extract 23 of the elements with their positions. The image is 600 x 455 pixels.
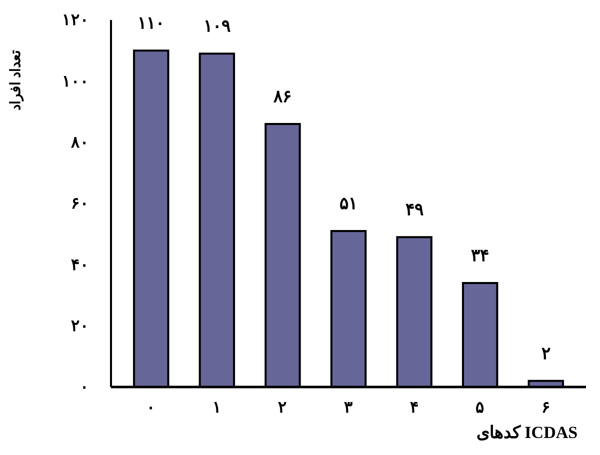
x-tick-label: ۳ <box>344 399 353 416</box>
y-tick-label: ۲۰ <box>71 318 89 335</box>
x-tick-label: ۰ <box>146 399 156 416</box>
y-tick-label: ۱۲۰ <box>62 12 89 30</box>
data-label: ۲ <box>541 344 550 363</box>
data-label: ۳۴ <box>471 246 490 266</box>
x-tick-label: ۴ <box>410 399 419 416</box>
data-label: ۵۱ <box>340 194 358 214</box>
data-label: ۸۶ <box>272 86 292 106</box>
y-tick-label: ۸۰ <box>70 134 89 152</box>
x-tick-label: ۱ <box>212 399 222 416</box>
y-tick-label: ۶۰ <box>71 196 89 213</box>
x-tick-label: ۵ <box>476 399 485 416</box>
data-label: ۱۱۰ <box>138 14 165 33</box>
x-axis-title: کدهای ICDAS <box>476 423 578 442</box>
data-label: ۴۹ <box>405 200 424 220</box>
y-tick-label: ۴۰ <box>71 256 89 274</box>
data-label: ۱۰۹ <box>203 16 230 36</box>
y-tick-label: ۰ <box>80 379 89 396</box>
y-axis-title: تعداد افراد <box>9 50 24 110</box>
y-tick-label: ۱۰۰ <box>62 73 89 90</box>
x-tick-label: ۶ <box>541 399 550 416</box>
x-tick-label: ۲ <box>278 399 288 416</box>
